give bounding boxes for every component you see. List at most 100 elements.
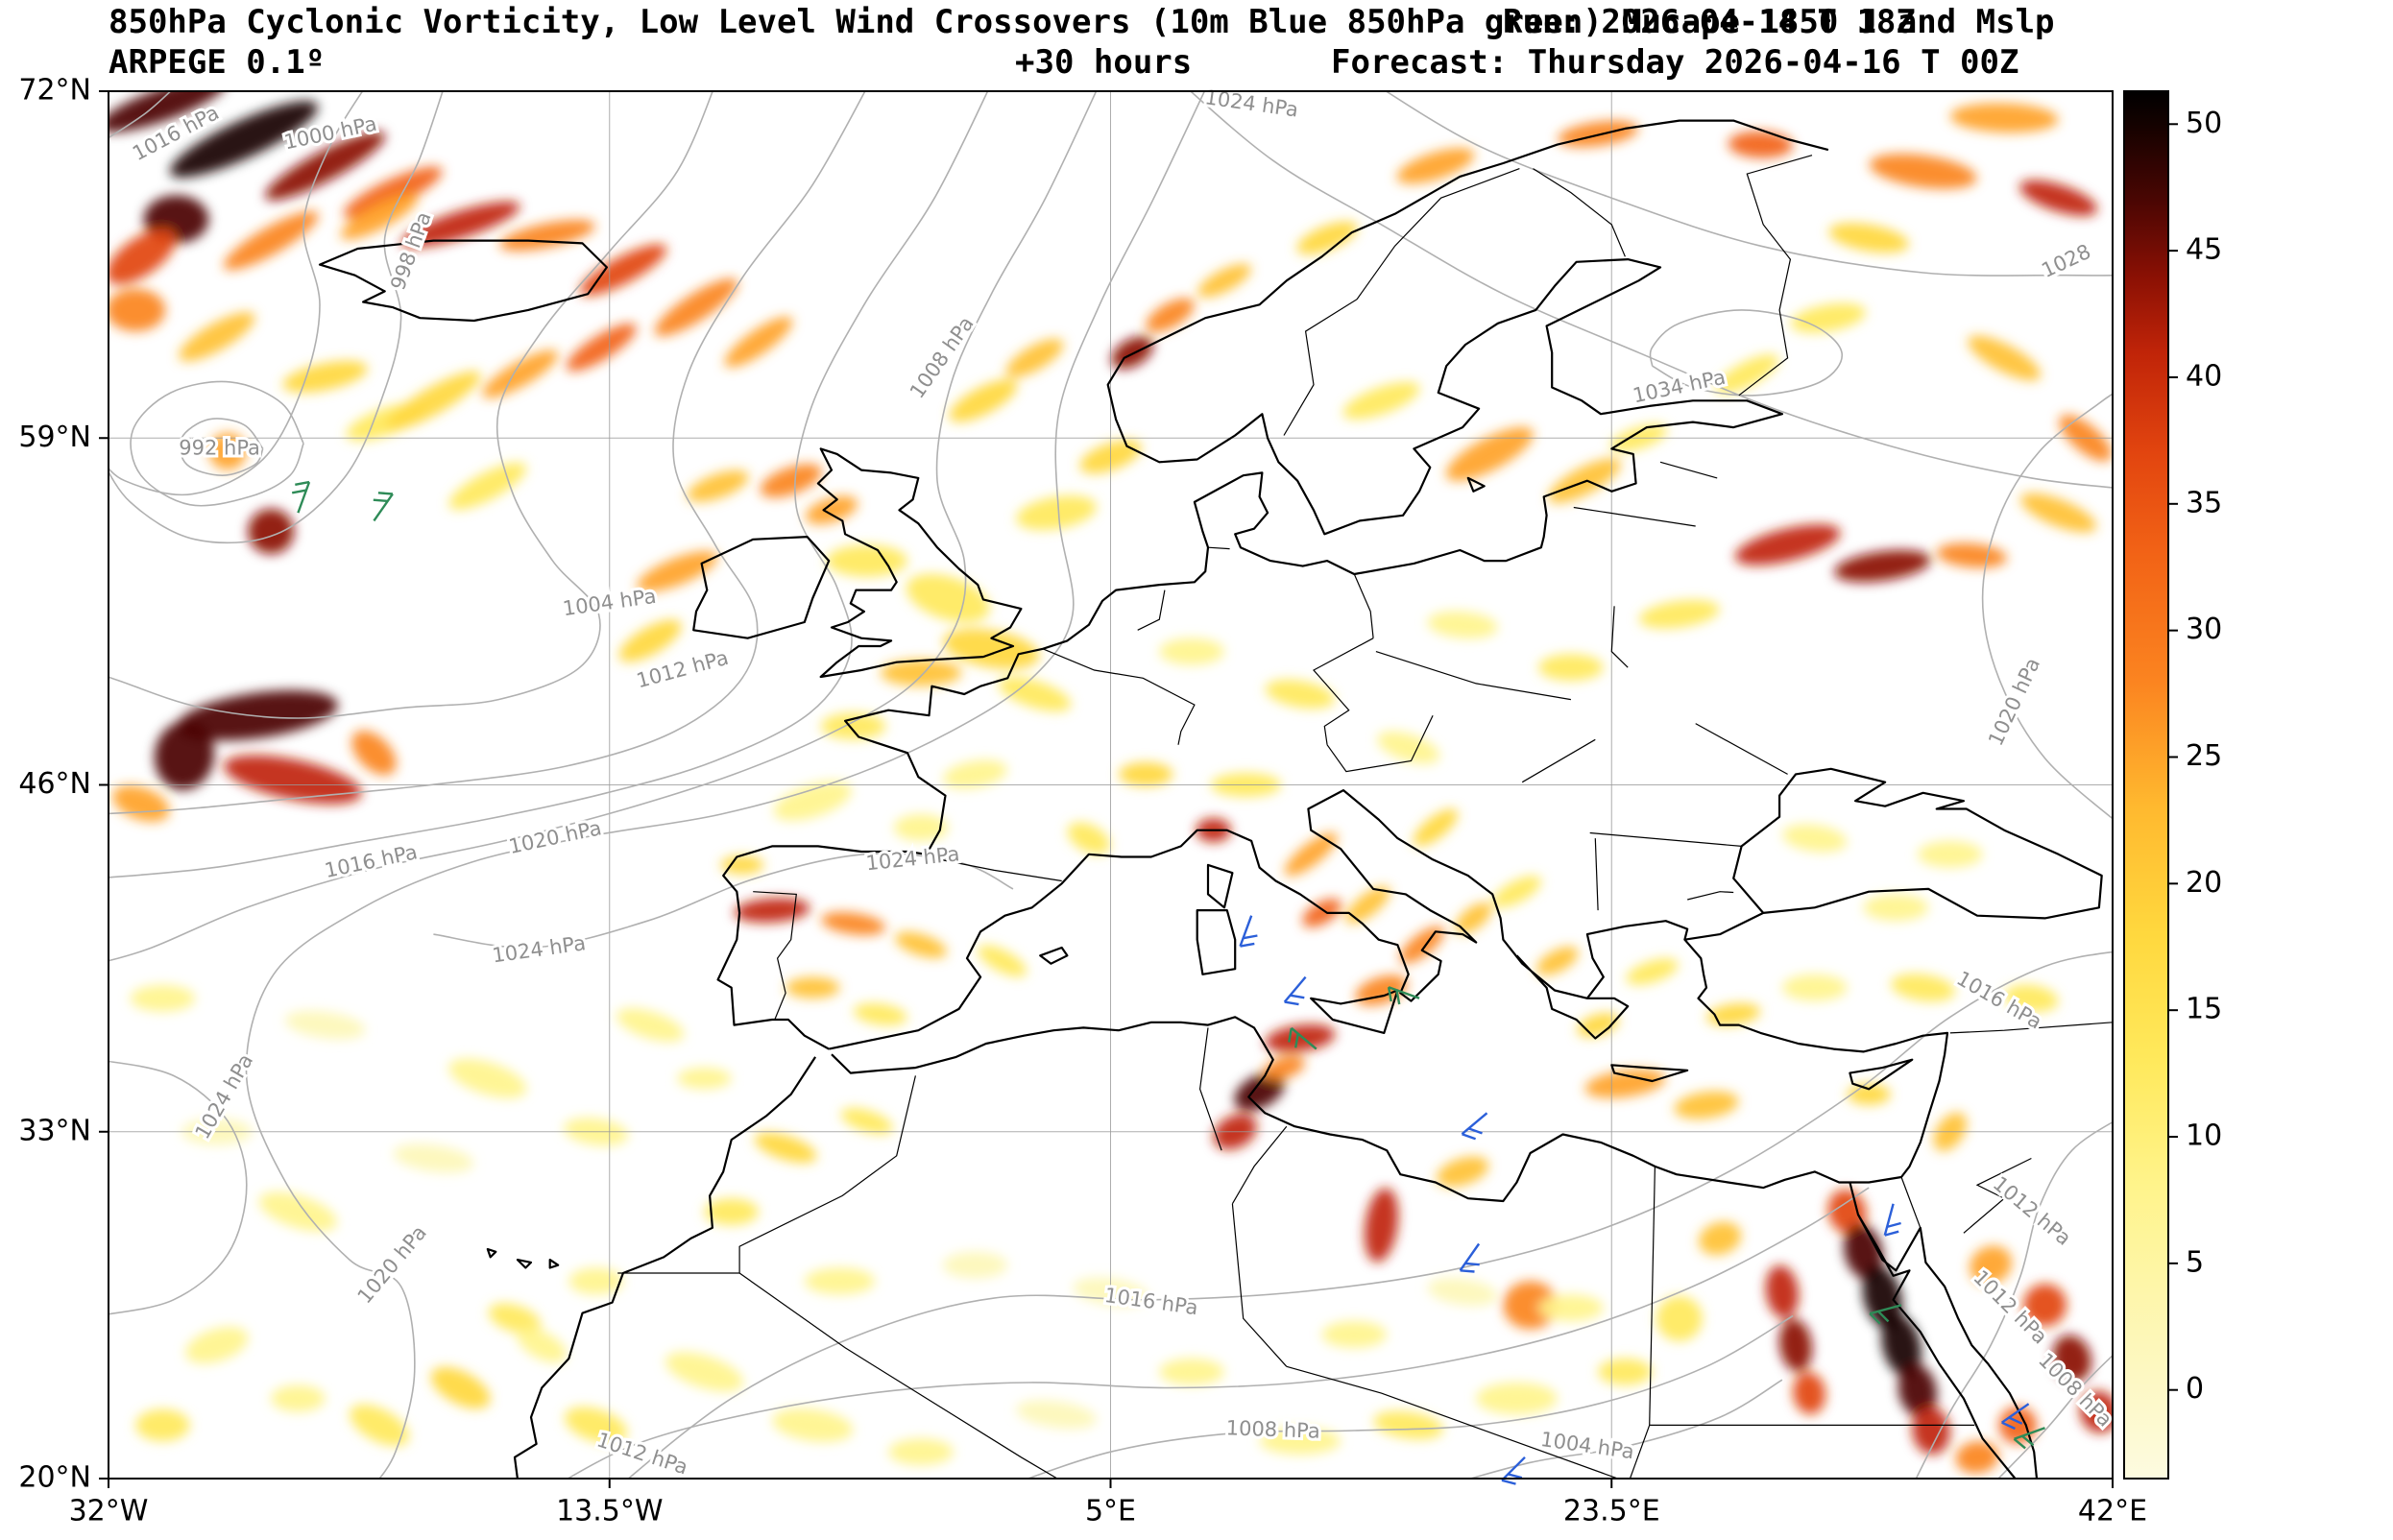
coastline xyxy=(548,1259,560,1269)
country-border xyxy=(753,891,797,1021)
vorticity-blob xyxy=(1869,154,1977,189)
country-border xyxy=(1231,1125,1288,1205)
isobar-label: 1012 hPa xyxy=(594,1428,691,1479)
coastline xyxy=(1684,767,2103,941)
isobar-line xyxy=(130,380,304,507)
vorticity-blob xyxy=(566,324,637,372)
vorticity-blob xyxy=(1793,1371,1826,1415)
vorticity-blob xyxy=(820,712,886,740)
colorbar-tick-label: 5 xyxy=(2186,1245,2204,1279)
axes-layer: 32°W 13.5°W 5°E 23.5°E 42°E 72°N 59°N 46°N 33°N 2… xyxy=(18,74,2147,1528)
vorticity-blob xyxy=(2022,1284,2067,1327)
vorticity-blob xyxy=(109,229,177,285)
wind-barb xyxy=(1501,1456,1526,1485)
vorticity-blob xyxy=(185,1327,249,1364)
vorticity-blob xyxy=(978,945,1027,977)
isobar-line xyxy=(1981,393,2113,820)
vorticity-blob xyxy=(1936,542,2007,568)
vorticity-blob xyxy=(271,1384,326,1412)
wind-barb xyxy=(291,480,311,514)
vorticity-blob xyxy=(704,1198,759,1225)
model-label: ARPEGE 0.1º xyxy=(109,43,326,82)
colorbar-tick-label: 45 xyxy=(2186,233,2222,267)
vorticity-blob xyxy=(579,244,667,297)
country-border xyxy=(1738,155,1813,397)
vorticity-blob xyxy=(1259,1428,1342,1455)
country-border xyxy=(1695,723,1788,775)
vorticity-blob xyxy=(135,1408,190,1442)
colorbar-tick-label: 40 xyxy=(2186,360,2222,394)
vorticity-blob xyxy=(1827,1189,1867,1235)
vorticity-blob xyxy=(1284,832,1338,877)
vorticity-blob xyxy=(942,1251,1008,1279)
vorticity-blob xyxy=(568,1267,623,1295)
vorticity-blob xyxy=(282,360,368,393)
country-border xyxy=(1231,1203,1288,1367)
country-border xyxy=(1137,590,1166,631)
vorticity-blob xyxy=(637,550,718,592)
vorticity-blob xyxy=(1970,1245,2013,1285)
vorticity-blob xyxy=(1427,1277,1498,1307)
vorticity-blob xyxy=(1197,263,1251,298)
vorticity-blob xyxy=(754,1132,817,1164)
vorticity-blob xyxy=(264,132,386,201)
vorticity-blob xyxy=(1782,974,1848,1001)
vorticity-blob xyxy=(760,464,822,498)
vorticity-blob xyxy=(1765,1264,1800,1319)
wind-barb xyxy=(1459,1242,1481,1273)
country-border xyxy=(1326,714,1434,773)
country-border xyxy=(738,1075,916,1273)
wind-barb xyxy=(1283,975,1307,1006)
vorticity-blob xyxy=(248,508,295,555)
coastline xyxy=(1196,909,1237,975)
vorticity-blob xyxy=(1476,1382,1558,1415)
vorticity-blob xyxy=(888,1438,954,1466)
vorticity-blob xyxy=(1016,1400,1098,1430)
country-border xyxy=(1649,1166,1656,1426)
vorticity-blob xyxy=(482,349,559,398)
vorticity-blob xyxy=(284,1010,366,1040)
vorticity-blob xyxy=(2052,1335,2091,1383)
vorticity-blob xyxy=(616,1008,685,1043)
vorticity-blob xyxy=(618,619,682,662)
vorticity-blob xyxy=(1881,1313,1922,1377)
vorticity-blob xyxy=(109,288,166,332)
vorticity-blob xyxy=(1790,302,1866,333)
country-border xyxy=(1963,1157,2032,1234)
lead-time-label: +30 hours xyxy=(1015,43,1193,82)
vorticity-blob xyxy=(499,219,595,252)
y-axis-tick-label: 20°N xyxy=(18,1461,91,1495)
isobar-line xyxy=(1915,1120,2113,1479)
x-axis-tick-label: 42°E xyxy=(2078,1495,2147,1528)
country-border xyxy=(1610,606,1629,668)
coastline xyxy=(1849,1182,2017,1479)
country-border xyxy=(1375,651,1572,701)
coastline xyxy=(486,1247,497,1259)
vorticity-blob xyxy=(208,432,247,470)
vorticity-blob xyxy=(1111,336,1154,370)
vorticity-blob xyxy=(1296,221,1358,254)
vorticity-blob xyxy=(1734,524,1841,565)
country-border xyxy=(1900,1176,1922,1229)
wind-barb xyxy=(1883,1203,1901,1237)
vorticity-blob xyxy=(1146,298,1195,333)
vorticity-blob xyxy=(1436,1156,1489,1188)
vorticity-blob xyxy=(1833,549,1931,583)
vorticity-blob xyxy=(1119,761,1173,786)
gridlines-layer xyxy=(109,91,2113,1479)
vorticity-blob xyxy=(1706,1002,1761,1026)
vorticity-blob xyxy=(720,855,764,875)
vorticity-blob xyxy=(1918,840,1983,868)
coastline xyxy=(1206,863,1234,909)
vorticity-blob xyxy=(223,210,319,271)
wind-barbs-layer xyxy=(291,480,2045,1485)
vorticity-blob xyxy=(393,1143,474,1173)
vorticity-blob xyxy=(1005,338,1064,377)
vorticity-blob xyxy=(1698,1221,1742,1256)
vorticity-blob xyxy=(1598,1358,1653,1385)
vorticity-blob xyxy=(1626,958,1679,985)
country-border xyxy=(1533,168,1626,257)
isobar-line xyxy=(109,91,1098,962)
isobar-line xyxy=(109,91,989,878)
